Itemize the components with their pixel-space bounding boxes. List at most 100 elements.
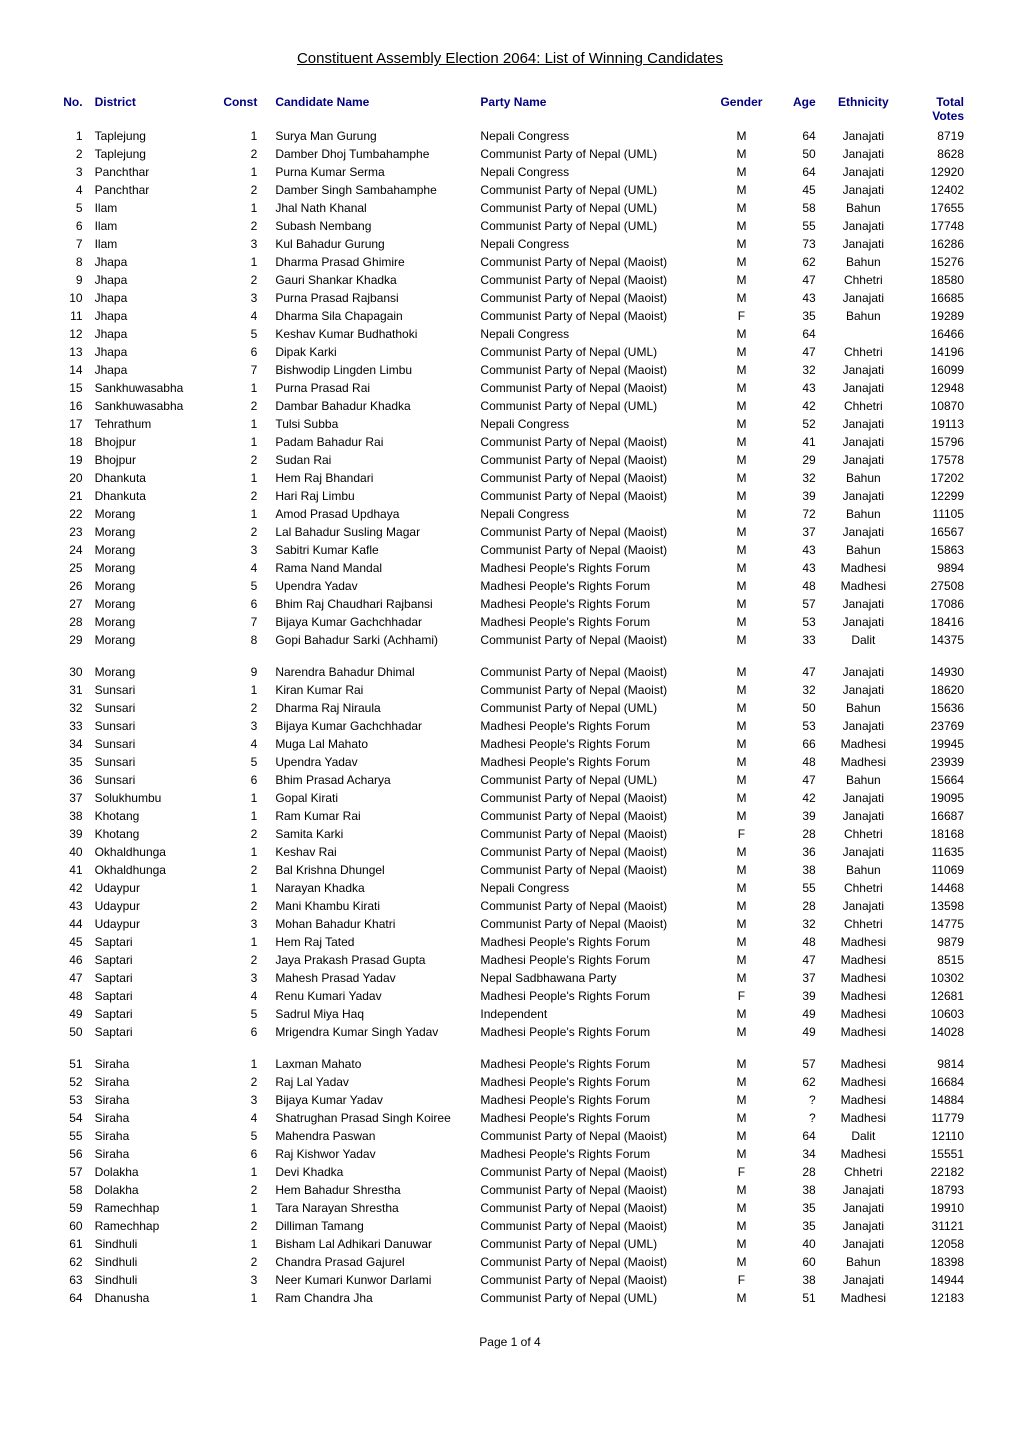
table-cell: Hem Raj Bhandari: [269, 469, 474, 487]
table-cell: 15: [50, 379, 89, 397]
table-cell: 22: [50, 505, 89, 523]
table-cell: 51: [50, 1055, 89, 1073]
table-row: 33Sunsari3Bijaya Kumar GachchhadarMadhes…: [50, 717, 970, 735]
table-cell: Taplejung: [89, 145, 213, 163]
table-cell: 60: [773, 1253, 822, 1271]
table-cell: 50: [773, 145, 822, 163]
table-row: 1Taplejung1Surya Man GurungNepali Congre…: [50, 127, 970, 145]
table-cell: M: [710, 1109, 773, 1127]
table-cell: Madhesi People's Rights Forum: [474, 1109, 710, 1127]
table-cell: 28: [773, 1163, 822, 1181]
table-cell: 49: [773, 1023, 822, 1041]
table-cell: Siraha: [89, 1091, 213, 1109]
table-cell: 48: [773, 753, 822, 771]
table-cell: 60: [50, 1217, 89, 1235]
table-cell: Lal Bahadur Susling Magar: [269, 523, 474, 541]
table-cell: Siraha: [89, 1073, 213, 1091]
table-cell: Tehrathum: [89, 415, 213, 433]
table-cell: Ramechhap: [89, 1217, 213, 1235]
table-cell: Bhim Raj Chaudhari Rajbansi: [269, 595, 474, 613]
table-cell: 64: [773, 1127, 822, 1145]
table-cell: M: [710, 789, 773, 807]
table-cell: Madhesi: [822, 1109, 905, 1127]
table-cell: Morang: [89, 595, 213, 613]
table-cell: 12: [50, 325, 89, 343]
table-cell: Communist Party of Nepal (Maoist): [474, 433, 710, 451]
table-cell: M: [710, 235, 773, 253]
table-cell: 13598: [905, 897, 970, 915]
table-cell: Janajati: [822, 145, 905, 163]
table-cell: Janajati: [822, 289, 905, 307]
table-cell: 5: [212, 325, 269, 343]
table-cell: 2: [212, 271, 269, 289]
table-cell: Morang: [89, 541, 213, 559]
table-cell: 1: [212, 1235, 269, 1253]
table-cell: 2: [50, 145, 89, 163]
table-cell: Communist Party of Nepal (Maoist): [474, 307, 710, 325]
table-cell: Janajati: [822, 897, 905, 915]
table-cell: 62: [773, 1073, 822, 1091]
table-cell: 42: [773, 789, 822, 807]
table-cell: 18168: [905, 825, 970, 843]
table-cell: 72: [773, 505, 822, 523]
table-cell: 31: [50, 681, 89, 699]
table-cell: 19: [50, 451, 89, 469]
table-cell: Siraha: [89, 1127, 213, 1145]
table-cell: Neer Kumari Kunwor Darlami: [269, 1271, 474, 1289]
table-cell: M: [710, 325, 773, 343]
table-cell: 2: [212, 217, 269, 235]
table-cell: Madhesi People's Rights Forum: [474, 735, 710, 753]
table-cell: Janajati: [822, 127, 905, 145]
table-row: 22Morang1Amod Prasad UpdhayaNepali Congr…: [50, 505, 970, 523]
table-cell: Sunsari: [89, 681, 213, 699]
table-cell: 5: [212, 1127, 269, 1145]
table-cell: Jhapa: [89, 253, 213, 271]
table-row: 11Jhapa4Dharma Sila ChapagainCommunist P…: [50, 307, 970, 325]
table-cell: Saptari: [89, 987, 213, 1005]
table-row: 36Sunsari6Bhim Prasad AcharyaCommunist P…: [50, 771, 970, 789]
table-cell: 52: [773, 415, 822, 433]
table-cell: Communist Party of Nepal (Maoist): [474, 1271, 710, 1289]
table-cell: 12920: [905, 163, 970, 181]
table-row: 56Siraha6Raj Kishwor YadavMadhesi People…: [50, 1145, 970, 1163]
table-row: 62Sindhuli2Chandra Prasad GajurelCommuni…: [50, 1253, 970, 1271]
table-cell: Janajati: [822, 1181, 905, 1199]
table-cell: 64: [50, 1289, 89, 1307]
table-cell: 18620: [905, 681, 970, 699]
table-cell: 16286: [905, 235, 970, 253]
table-cell: Janajati: [822, 1271, 905, 1289]
table-row: 19Bhojpur2Sudan RaiCommunist Party of Ne…: [50, 451, 970, 469]
table-cell: 38: [50, 807, 89, 825]
table-cell: Communist Party of Nepal (Maoist): [474, 897, 710, 915]
table-cell: 3: [212, 235, 269, 253]
table-cell: Jhapa: [89, 343, 213, 361]
table-cell: Communist Party of Nepal (Maoist): [474, 253, 710, 271]
table-row: 64Dhanusha1Ram Chandra JhaCommunist Part…: [50, 1289, 970, 1307]
table-cell: 8: [212, 631, 269, 649]
table-cell: 41: [773, 433, 822, 451]
table-cell: 35: [773, 1199, 822, 1217]
table-cell: M: [710, 879, 773, 897]
table-cell: 52: [50, 1073, 89, 1091]
table-cell: 42: [50, 879, 89, 897]
table-cell: 47: [50, 969, 89, 987]
table-cell: 37: [773, 523, 822, 541]
table-cell: 45: [50, 933, 89, 951]
table-cell: Bahun: [822, 469, 905, 487]
table-cell: Dolakha: [89, 1181, 213, 1199]
table-cell: Communist Party of Nepal (Maoist): [474, 861, 710, 879]
table-cell: Dhanusha: [89, 1289, 213, 1307]
table-cell: Purna Prasad Rai: [269, 379, 474, 397]
table-row: 37Solukhumbu1Gopal KiratiCommunist Party…: [50, 789, 970, 807]
table-cell: 8719: [905, 127, 970, 145]
table-cell: Janajati: [822, 433, 905, 451]
table-cell: Narendra Bahadur Dhimal: [269, 663, 474, 681]
table-cell: 10302: [905, 969, 970, 987]
table-cell: 16684: [905, 1073, 970, 1091]
table-cell: Janajati: [822, 523, 905, 541]
table-cell: 14: [50, 361, 89, 379]
table-cell: Samita Karki: [269, 825, 474, 843]
table-cell: 11105: [905, 505, 970, 523]
table-cell: M: [710, 933, 773, 951]
table-cell: Raj Kishwor Yadav: [269, 1145, 474, 1163]
